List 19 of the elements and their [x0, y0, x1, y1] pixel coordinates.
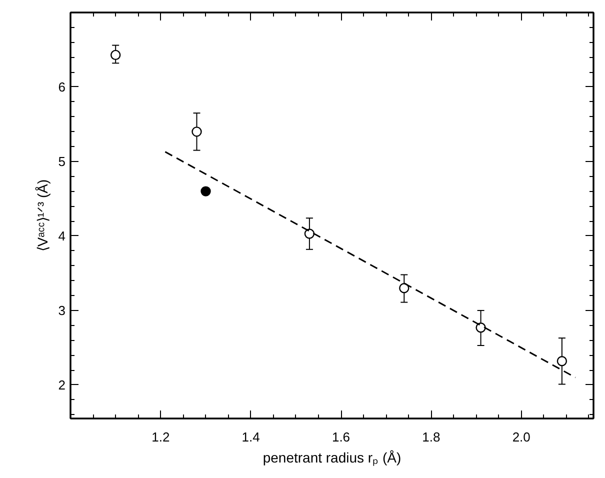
x-tick-label: 1.2: [152, 430, 170, 444]
point: [476, 322, 486, 333]
x-tick-label: 2.0: [512, 430, 530, 444]
x-axis-title: penetrant radius rₚ (Å): [262, 450, 402, 466]
y-tick-label: 3: [58, 302, 66, 318]
point: [304, 228, 315, 239]
y-tick-label: 2: [58, 377, 66, 392]
point: [110, 50, 121, 60]
x-tick-label: 1.6: [332, 430, 350, 444]
point: [556, 356, 568, 366]
x-tick-label: 1.4: [242, 430, 260, 444]
x-tick-label: 1.8: [422, 430, 440, 444]
y-tick-label: 5: [58, 154, 66, 169]
point: [192, 126, 202, 137]
y-axis-title: ⟨Vᵃᶜᶜ⟩¹ᐟ³ (Å): [34, 179, 50, 252]
point: [200, 186, 211, 196]
y-tick-label: 4: [58, 228, 66, 244]
point: [399, 283, 410, 294]
y-tick-label: 6: [58, 79, 66, 94]
